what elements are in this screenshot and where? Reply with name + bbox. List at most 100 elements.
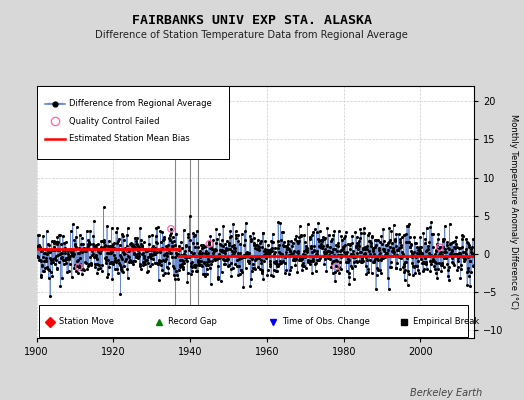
- Point: [304, 258, 313, 264]
- Point: [264, 249, 272, 255]
- Text: Station Move: Station Move: [59, 317, 114, 326]
- Point: [210, 247, 218, 253]
- Point: [400, 263, 409, 269]
- Point: [58, 254, 67, 260]
- Point: [319, 253, 328, 259]
- Point: [81, 246, 89, 253]
- Point: [312, 251, 320, 258]
- Point: [401, 267, 410, 273]
- Point: [401, 231, 410, 237]
- Point: [447, 240, 455, 246]
- Point: [332, 263, 340, 270]
- Point: [139, 250, 147, 256]
- Point: [197, 242, 205, 248]
- Point: [178, 260, 187, 267]
- Point: [275, 261, 283, 268]
- Point: [232, 234, 240, 241]
- Point: [196, 252, 204, 258]
- Point: [253, 245, 261, 252]
- Point: [279, 258, 288, 264]
- Point: [469, 236, 477, 242]
- Point: [79, 266, 88, 272]
- Point: [309, 258, 317, 265]
- Point: [190, 250, 198, 256]
- Point: [224, 242, 233, 248]
- Point: [402, 259, 411, 266]
- Point: [444, 273, 452, 280]
- Point: [132, 237, 140, 244]
- Point: [146, 251, 154, 258]
- Point: [446, 251, 454, 257]
- Point: [321, 235, 330, 242]
- Point: [58, 250, 66, 256]
- Point: [33, 243, 41, 249]
- Point: [263, 272, 271, 278]
- Point: [357, 248, 366, 255]
- Point: [380, 238, 388, 245]
- Point: [438, 252, 446, 258]
- Point: [274, 245, 282, 251]
- Point: [310, 247, 318, 253]
- Point: [57, 254, 66, 261]
- Point: [316, 255, 324, 262]
- Point: [332, 257, 340, 263]
- Point: [168, 234, 177, 240]
- Point: [193, 268, 201, 274]
- Point: [388, 245, 397, 251]
- Point: [450, 250, 458, 257]
- Point: [363, 246, 371, 252]
- Point: [342, 229, 350, 235]
- Point: [178, 245, 186, 251]
- Point: [339, 244, 347, 250]
- Point: [266, 248, 275, 255]
- Point: [368, 258, 377, 265]
- Point: [94, 249, 103, 255]
- Point: [116, 262, 124, 268]
- Point: [230, 245, 238, 251]
- Point: [259, 229, 267, 236]
- Point: [142, 248, 150, 254]
- Point: [137, 243, 146, 250]
- Point: [344, 274, 353, 280]
- Point: [307, 245, 315, 252]
- Point: [360, 230, 368, 236]
- Point: [414, 247, 422, 253]
- Point: [58, 246, 67, 253]
- Point: [354, 242, 362, 249]
- Point: [278, 229, 286, 236]
- Point: [105, 260, 114, 266]
- Point: [84, 241, 92, 248]
- Point: [298, 254, 306, 261]
- Point: [108, 276, 116, 282]
- Point: [454, 258, 462, 265]
- Point: [124, 275, 132, 281]
- Point: [55, 232, 63, 238]
- Point: [400, 261, 408, 268]
- Point: [397, 254, 406, 261]
- Point: [242, 251, 250, 257]
- Point: [199, 244, 208, 250]
- Point: [352, 234, 361, 240]
- Point: [430, 259, 439, 265]
- Point: [105, 264, 114, 270]
- Point: [171, 254, 179, 260]
- Point: [214, 263, 222, 270]
- Point: [433, 236, 442, 242]
- Point: [259, 248, 268, 255]
- Point: [150, 250, 159, 256]
- Point: [181, 243, 190, 250]
- Point: [104, 242, 112, 249]
- Point: [266, 260, 274, 267]
- Point: [44, 248, 52, 255]
- Point: [39, 233, 47, 239]
- Point: [281, 254, 289, 260]
- Point: [191, 253, 200, 260]
- Point: [454, 253, 463, 260]
- Point: [46, 249, 54, 255]
- Point: [74, 257, 82, 263]
- Point: [170, 272, 178, 279]
- Point: [339, 247, 347, 253]
- Point: [336, 251, 344, 258]
- Point: [43, 241, 52, 247]
- Point: [370, 251, 379, 258]
